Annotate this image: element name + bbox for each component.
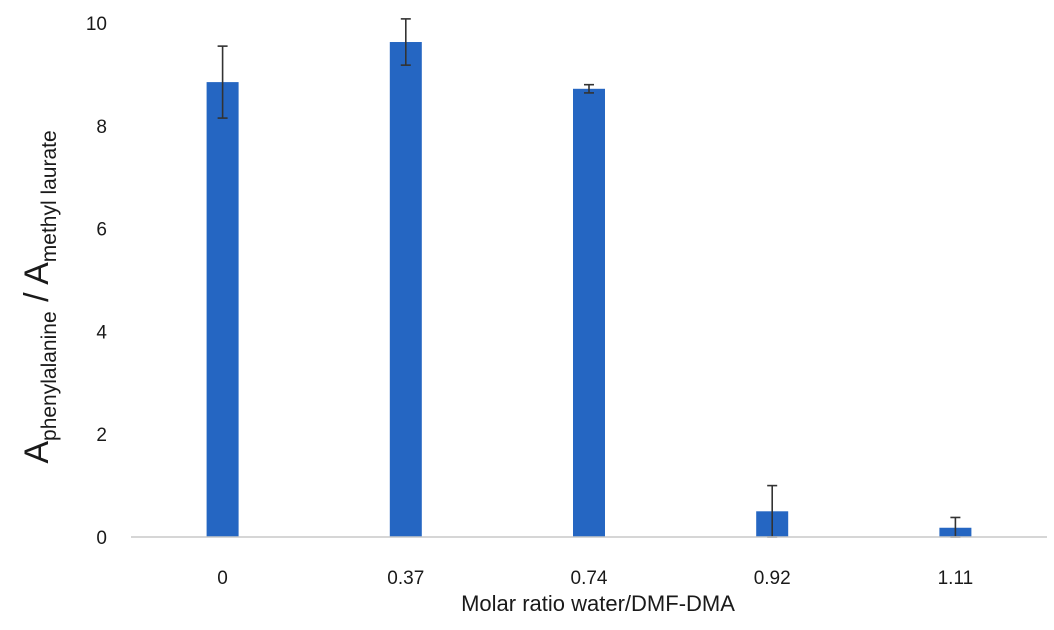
y-title-a1: A (18, 441, 56, 464)
bar (206, 82, 239, 538)
y-tick-label: 4 (96, 322, 107, 343)
x-tick-label: 1.11 (938, 568, 974, 589)
plot-area: 0 2 4 6 8 10 0 0.37 0.74 0.92 1.11 (86, 14, 1047, 589)
y-tick-label: 8 (96, 117, 107, 138)
y-tick-label: 6 (96, 220, 107, 241)
y-axis-title: Aphenylalanine / Amethyl laurate (18, 130, 61, 463)
y-title-slash: / (18, 285, 56, 311)
x-tick-label: 0.74 (571, 568, 608, 589)
y-tick-label: 2 (96, 425, 107, 446)
bar (389, 42, 422, 537)
x-tick-label: 0.37 (387, 568, 424, 589)
y-title-sub2: methyl laurate (38, 130, 61, 262)
bar (573, 88, 605, 538)
x-tick-label: 0.92 (754, 568, 791, 589)
x-tick-label: 0 (217, 568, 228, 589)
y-title-a2: A (18, 262, 56, 285)
x-axis-title: Molar ratio water/DMF-DMA (461, 591, 735, 616)
y-title-sub1: phenylalanine (38, 311, 61, 441)
y-tick-label: 10 (86, 14, 107, 35)
y-tick-label: 0 (96, 528, 107, 549)
